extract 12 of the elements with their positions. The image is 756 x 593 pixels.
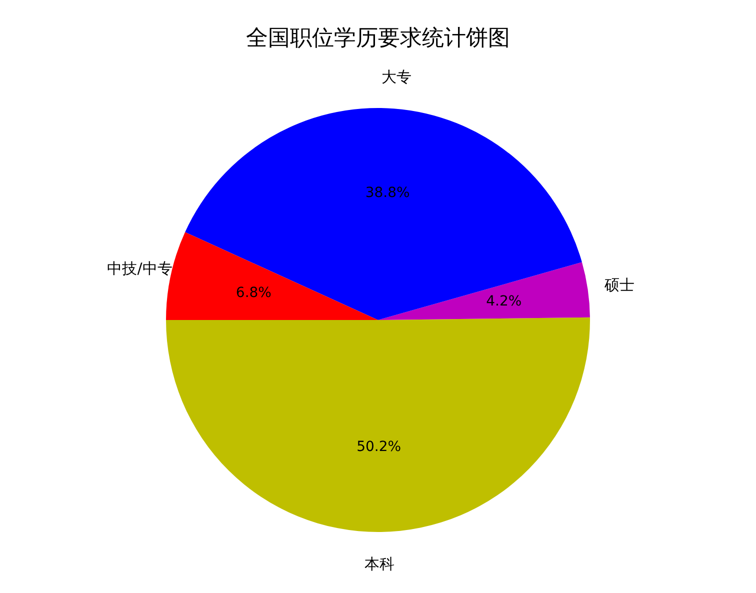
slice-label: 硕士 xyxy=(603,276,634,294)
pie-slice xyxy=(185,108,582,320)
slice-label: 大专 xyxy=(381,68,412,86)
pie-slice xyxy=(166,317,590,532)
data-label: 50.2% xyxy=(356,439,402,456)
chart-title: 全国职位学历要求统计饼图 xyxy=(246,26,510,51)
data-label: 6.8% xyxy=(236,285,272,302)
slice-label: 本科 xyxy=(364,554,395,573)
slice-label: 中技/中专 xyxy=(107,259,172,278)
data-label: 38.8% xyxy=(365,185,410,202)
data-label: 4.2% xyxy=(486,294,522,310)
pie-slice xyxy=(378,262,590,320)
